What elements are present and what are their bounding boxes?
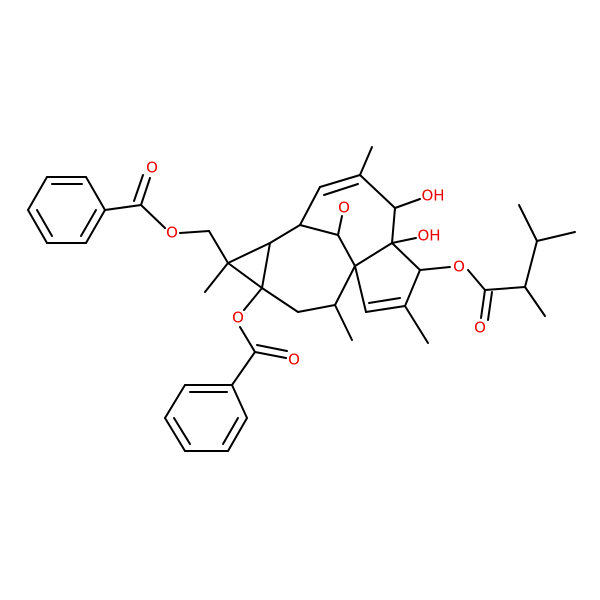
bonds [27, 146, 576, 452]
atom-label: O [232, 309, 244, 327]
atom-label: O [338, 199, 350, 217]
atom-label: O [146, 159, 158, 177]
atom-label: OH [421, 187, 444, 205]
atom-label: OH [417, 227, 440, 245]
atom-label: O [166, 224, 178, 242]
atom-label: O [474, 319, 486, 337]
atom-label: O [288, 351, 300, 369]
atom-label: O [453, 258, 465, 276]
atom-labels: O O O O O OH OH O O [146, 159, 486, 369]
